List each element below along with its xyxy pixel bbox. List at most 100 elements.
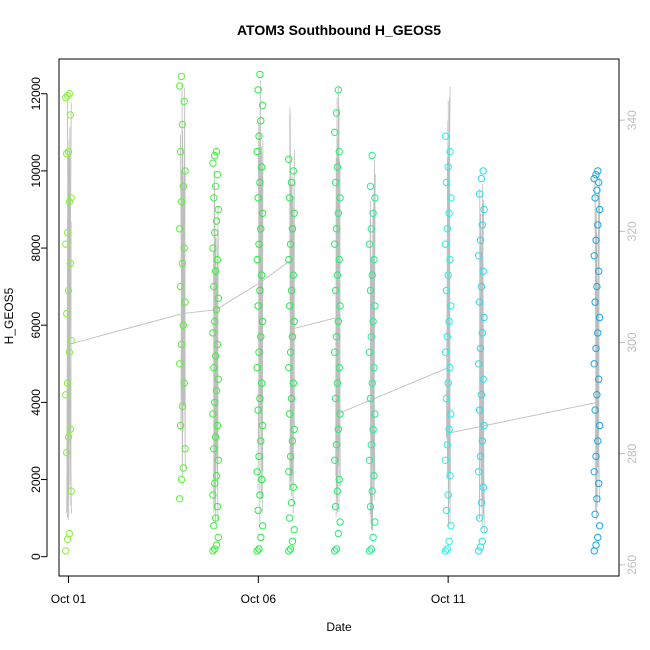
data-point [177,340,186,349]
data-point [65,198,74,206]
data-point [336,194,344,202]
data-point [212,541,221,549]
data-point [254,194,262,202]
data-point [211,228,219,237]
data-point [443,333,451,341]
data-point [63,92,72,100]
data-point [288,225,297,233]
data-point [441,240,450,248]
data-point [213,171,222,179]
data-point [475,298,484,306]
data-point [366,286,375,295]
data-point [331,456,339,464]
data-point [446,472,454,480]
data-point [285,255,293,264]
data-point [592,452,600,461]
data-point [65,90,74,98]
data-point [62,309,71,318]
data-point [475,547,483,555]
data-point [287,178,296,187]
data-point [257,117,265,125]
data-point [334,529,342,538]
data-point [256,178,264,187]
data-point [209,547,217,555]
data-point [441,348,450,356]
data-point [66,111,75,119]
x-tick-label: Oct 11 [431,592,466,606]
data-point [590,174,598,183]
data-point [476,344,485,353]
data-point [333,379,342,387]
data-point [212,472,221,480]
data-point [368,379,376,387]
y-tick-label: 8000 [29,234,43,261]
data-point [257,437,265,445]
data-point [253,468,261,476]
data-point [480,313,488,322]
data-point [371,194,379,202]
data-point [593,495,601,503]
data-point [285,468,293,476]
data-point [286,240,295,248]
data-point [592,236,600,245]
data-point [65,348,74,356]
data-point [290,526,298,534]
data-point [332,333,341,341]
data-point [332,545,341,553]
data-point [593,391,601,399]
data-point [335,364,343,372]
data-point [211,182,220,191]
data-point [334,425,342,434]
data-point [254,406,262,414]
y-tick-label: 6000 [29,312,43,339]
y-tick-label: 4000 [29,389,43,416]
data-point [331,128,339,137]
data-point [371,518,379,526]
y-tick-label: 0 [29,553,43,560]
data-point [475,406,484,414]
data-point [591,406,599,414]
data-point [442,506,451,515]
data-point [447,522,455,530]
data-point [214,294,223,302]
data-point [64,147,73,156]
data-point [179,321,188,329]
data-point [258,421,267,430]
data-point [62,149,71,158]
data-point [443,225,451,233]
data-point [445,537,453,545]
data-point [592,541,600,549]
data-point [335,147,343,156]
data-point [479,375,487,383]
data-point [255,545,263,553]
data-point [333,271,342,279]
data-point [214,456,223,464]
data-point [290,317,298,326]
data-point [209,410,217,418]
data-point [480,526,488,534]
connecting-line [68,258,597,434]
data-point [214,375,223,383]
data-point [286,410,294,418]
data-point [177,72,186,81]
data-point [475,360,483,368]
data-point [289,483,297,491]
data-point [367,225,375,233]
data-point [443,441,451,449]
data-point [289,167,297,175]
data-point [212,147,221,156]
data-point [62,240,70,248]
data-point [66,259,75,268]
data-point [594,437,602,445]
data-point [179,182,188,191]
data-point [287,394,296,403]
data-point [176,82,184,90]
y-axis-label: H_GEOS5 [2,287,16,344]
data-point [331,178,340,187]
data-point [66,425,75,434]
data-point [371,410,379,418]
x-axis-label: Date [326,620,352,634]
y-tick-label: 12000 [29,77,43,111]
data-point [257,225,265,233]
data-point [211,151,219,160]
